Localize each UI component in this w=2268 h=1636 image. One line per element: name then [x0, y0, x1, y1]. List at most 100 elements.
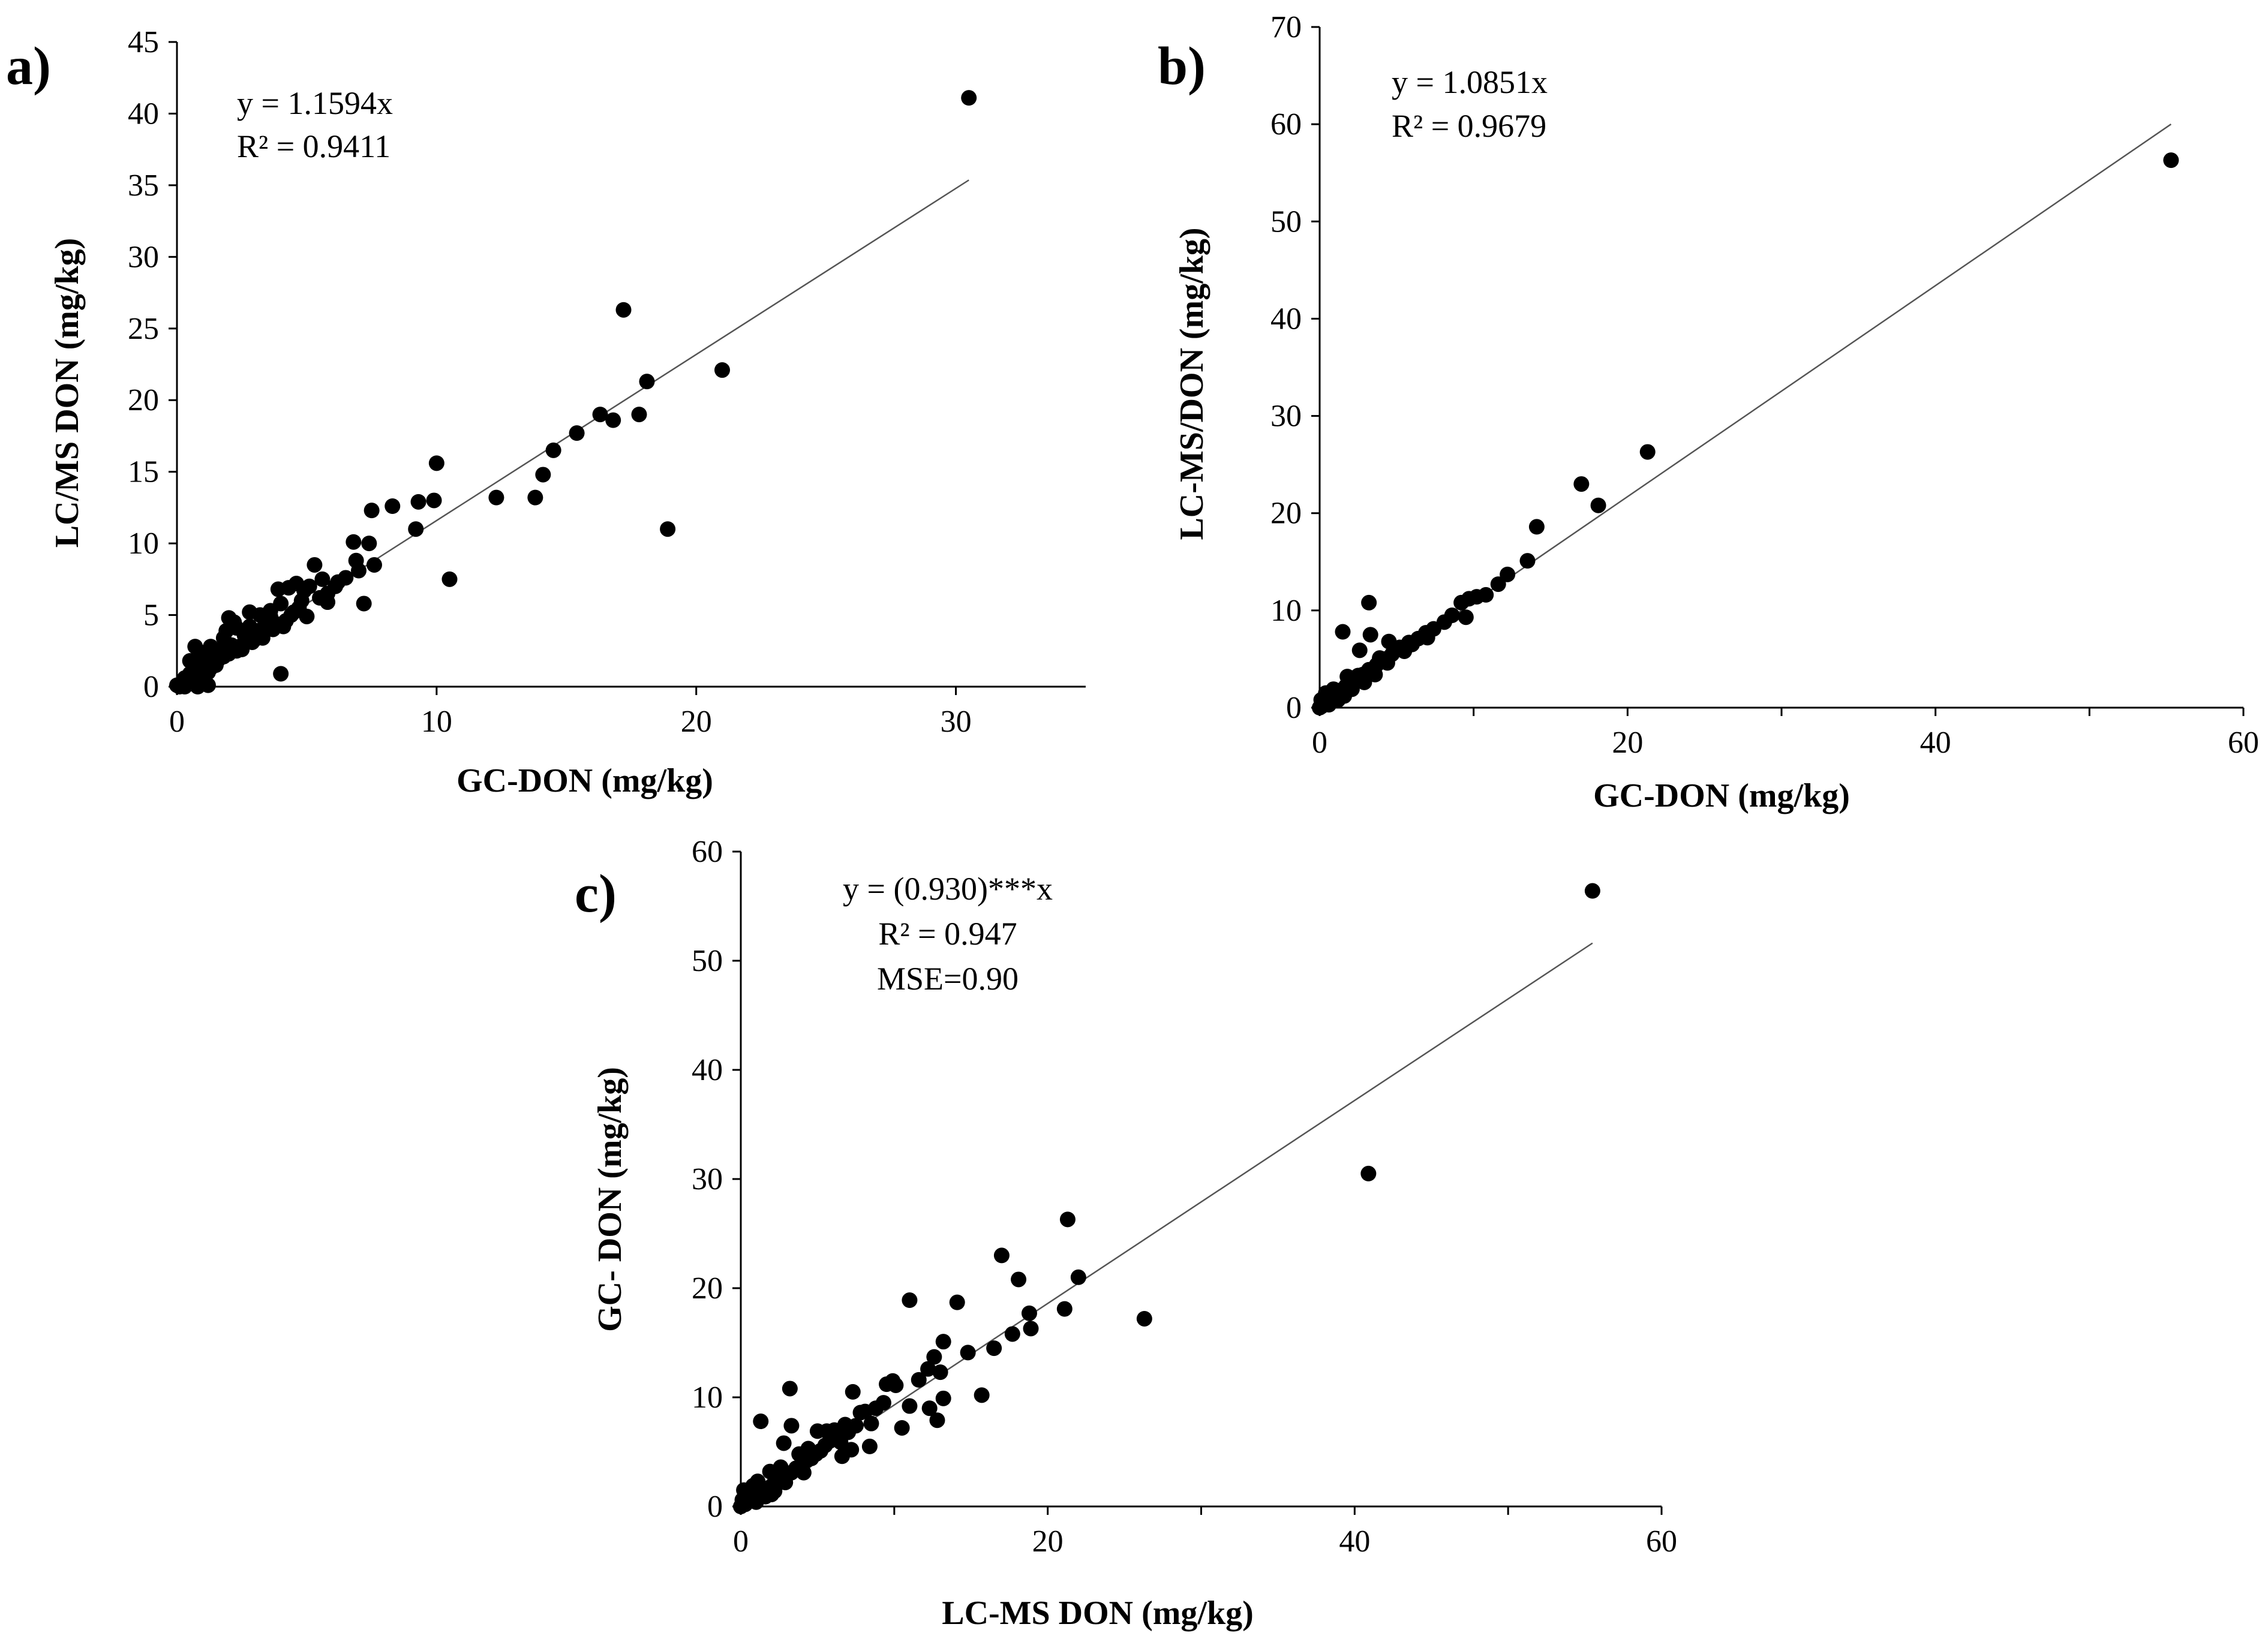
- panel-b-data-point: [1335, 624, 1351, 640]
- panel-a-y-tick-label: 0: [143, 670, 159, 704]
- panel-b-data-point: [1458, 609, 1474, 625]
- panel-c-data-point: [932, 1364, 948, 1381]
- panel-a-x-tick-label: 10: [421, 705, 452, 739]
- panel-a-data-point: [356, 596, 372, 612]
- panel-c-data-point: [852, 1405, 869, 1421]
- panel-b-x-tick-label: 0: [1312, 726, 1327, 760]
- panel-b-data-point: [1490, 576, 1506, 593]
- panel-b-y-tick-label: 70: [1270, 10, 1302, 44]
- panel-c-data-point: [827, 1422, 843, 1438]
- panel-c-mse: MSE=0.90: [877, 961, 1019, 997]
- panel-c-data-point: [1021, 1305, 1037, 1321]
- panel-b-data-point: [1372, 650, 1388, 666]
- panel-c-data-point: [949, 1294, 965, 1310]
- panel-c: c) y = (0.930)***x R² = 0.947 MSE=0.90 L…: [575, 835, 1677, 1632]
- panel-a-data-point: [338, 570, 354, 586]
- panel-c-y-tick-label: 20: [692, 1271, 723, 1306]
- panel-a-data-point: [312, 590, 328, 606]
- panel-c-data-point: [777, 1474, 794, 1490]
- panel-a-data-point: [273, 666, 289, 682]
- panel-b-data-point: [1528, 519, 1545, 535]
- panel-c-data-point: [753, 1414, 769, 1430]
- panel-c-y-axis-label: GC- DON (mg/kg): [591, 1067, 629, 1332]
- panel-a-x-tick-label: 30: [941, 705, 972, 739]
- panel-c-data-point: [974, 1387, 990, 1403]
- panel-a-data-point: [366, 557, 382, 573]
- panel-c-label: c): [575, 864, 617, 924]
- panel-b-x-tick-label: 60: [2228, 726, 2259, 760]
- panel-c-r-squared: R² = 0.947: [878, 916, 1017, 952]
- panel-c-data-point: [750, 1473, 766, 1490]
- panel-c-data-point: [1136, 1310, 1152, 1327]
- panel-a-data-point: [247, 631, 263, 648]
- panel-a-data-point: [615, 302, 632, 318]
- panel-a-data-point: [660, 521, 676, 537]
- panel-a-x-axis-label: GC-DON (mg/kg): [456, 762, 713, 799]
- panel-c-y-tick-label: 30: [692, 1162, 723, 1196]
- panel-c-x-tick-label: 60: [1646, 1524, 1677, 1559]
- panel-c-x-tick-label: 20: [1032, 1524, 1064, 1559]
- panel-c-x-tick-label: 0: [733, 1524, 749, 1559]
- panel-b-equation: y = 1.0851x: [1392, 64, 1548, 100]
- panel-c-data-point: [911, 1372, 927, 1388]
- panel-c-data-point: [1011, 1271, 1027, 1288]
- panel-c-data-point: [861, 1438, 878, 1454]
- panel-a-data-point: [631, 407, 647, 423]
- panel-a-data-point: [488, 489, 504, 506]
- panel-c-data-point: [776, 1435, 792, 1451]
- panel-a-y-tick-label: 15: [128, 455, 159, 489]
- panel-b-y-tick-label: 60: [1270, 107, 1302, 142]
- panel-c-data-point: [935, 1334, 951, 1350]
- panel-c-data-point: [1023, 1321, 1039, 1337]
- panel-b: b) y = 1.0851x R² = 0.9679 GC-DON (mg/kg…: [1158, 10, 2259, 814]
- panel-c-equation: y = (0.930)***x: [843, 871, 1053, 907]
- panel-c-y-tick-label: 10: [692, 1381, 723, 1415]
- panel-c-data-point: [935, 1390, 951, 1406]
- panel-b-x-axis-label: GC-DON (mg/kg): [1593, 777, 1850, 814]
- panel-b-data-point: [1396, 643, 1413, 659]
- panel-a-data-point: [296, 582, 313, 599]
- panel-a-y-tick-label: 40: [128, 97, 159, 131]
- panel-a-data-point: [441, 571, 458, 587]
- panel-c-data-point: [845, 1384, 861, 1400]
- panel-b-data-point: [1322, 688, 1338, 704]
- panel-c-data-point: [795, 1464, 812, 1481]
- panel-a-data-point: [242, 604, 258, 620]
- panel-a-data-point: [262, 608, 278, 624]
- panel-b-x-tick-label: 40: [1920, 726, 1951, 760]
- panel-c-data-point: [902, 1292, 918, 1309]
- panel-b-data-point: [1453, 594, 1470, 611]
- panel-b-data-point: [1351, 642, 1368, 658]
- panel-a-data-point: [184, 676, 200, 692]
- panel-a-data-point: [364, 503, 380, 519]
- panel-c-data-point: [863, 1415, 879, 1432]
- panel-a-data-point: [275, 618, 292, 634]
- panel-b-y-tick-label: 30: [1270, 399, 1302, 434]
- panel-b-data-point: [1500, 566, 1516, 582]
- panel-a-data-point: [410, 494, 426, 510]
- panel-a-y-tick-label: 20: [128, 383, 159, 417]
- panel-c-data-point: [986, 1340, 1002, 1357]
- panel-a-y-tick-label: 25: [128, 312, 159, 346]
- panel-a-x-tick-label: 20: [681, 705, 712, 739]
- panel-a-y-axis-label: LC/MS DON (mg/kg): [49, 238, 86, 548]
- panel-a-data-point: [545, 442, 561, 458]
- panel-a-x-tick-label: 0: [169, 705, 185, 739]
- panel-a-y-tick-label: 10: [128, 527, 159, 561]
- panel-c-data-point: [1004, 1326, 1020, 1342]
- panel-b-data-point: [2163, 152, 2179, 169]
- panel-b-data-point: [1350, 667, 1366, 684]
- panel-c-data-point: [773, 1459, 789, 1475]
- panel-c-data-point: [920, 1361, 936, 1377]
- panel-a-data-point: [592, 407, 608, 423]
- panel-a-data-point: [270, 581, 286, 597]
- panel-b-data-point: [1362, 627, 1378, 643]
- panel-c-data-point: [1584, 883, 1600, 899]
- panel-b-y-tick-label: 40: [1270, 302, 1302, 336]
- panel-c-trendline: [740, 942, 1593, 1508]
- panel-c-data-point: [800, 1440, 816, 1457]
- panel-c-data-point: [885, 1373, 901, 1389]
- panel-b-y-tick-label: 0: [1286, 691, 1302, 725]
- panel-a-r-squared: R² = 0.9411: [237, 128, 390, 164]
- panel-c-data-point: [894, 1420, 910, 1436]
